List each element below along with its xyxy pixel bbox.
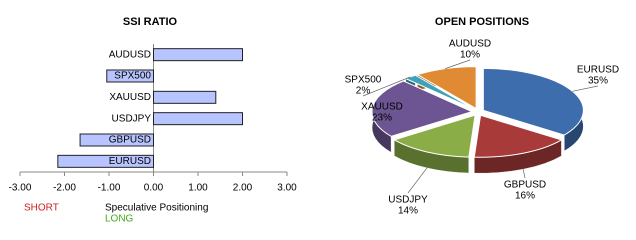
annotation: LONG — [105, 214, 134, 225]
bar — [106, 69, 154, 83]
x-tick-label: -3.00 — [9, 183, 32, 194]
slice-value-label: 16% — [515, 191, 535, 202]
pie-slice — [392, 114, 476, 158]
slice-label: SPX500 — [345, 75, 382, 86]
category-label: XAUUSD — [109, 92, 151, 103]
category-label: USDJPY — [112, 113, 152, 124]
bar — [153, 112, 243, 126]
chart: SSI RATIO OPEN POSITIONS Speculative Pos… — [9, 16, 620, 225]
leader-line — [445, 59, 471, 69]
annotation: SHORT — [24, 203, 59, 214]
slice-label: USDJPY — [388, 195, 428, 206]
x-tick-label: -1.00 — [98, 183, 121, 194]
slice-value-label: 35% — [588, 76, 608, 87]
bar — [57, 154, 155, 168]
pie-slice — [416, 66, 477, 110]
pie-slice — [473, 114, 563, 158]
slice-label: AUDUSD — [449, 39, 491, 50]
x-tick-label: 0.00 — [144, 183, 164, 194]
slice-label: GBPUSD — [504, 180, 546, 191]
leader-line — [372, 107, 383, 124]
bar — [153, 48, 243, 62]
chart-title: OPEN POSITIONS — [435, 16, 529, 28]
x-tick-label: 2.00 — [233, 183, 253, 194]
category-label: EURUSD — [109, 156, 151, 167]
slice-value-label: 14% — [398, 206, 418, 217]
bar — [79, 133, 154, 147]
slice-label: EURUSD — [577, 65, 619, 76]
leader-line — [572, 85, 599, 92]
slice-value-label: 2% — [356, 86, 371, 97]
category-label: SPX500 — [114, 71, 151, 82]
slice-value-label: 23% — [372, 113, 392, 124]
x-axis-label: Speculative Positioning — [105, 203, 208, 214]
chart-title: SSI RATIO — [123, 16, 178, 28]
leader-line — [407, 167, 428, 194]
pie-slice — [482, 67, 584, 136]
category-label: GBPUSD — [109, 135, 151, 146]
x-tick-label: 3.00 — [277, 183, 297, 194]
x-tick-label: 1.00 — [188, 183, 208, 194]
leader-line — [522, 169, 526, 179]
x-tick-label: -2.00 — [53, 183, 76, 194]
slice-label: XAUUSD — [361, 102, 403, 113]
bar — [153, 90, 217, 104]
category-label: AUDUSD — [109, 49, 151, 60]
leader-line — [362, 76, 411, 97]
slice-value-label: 10% — [460, 50, 480, 61]
